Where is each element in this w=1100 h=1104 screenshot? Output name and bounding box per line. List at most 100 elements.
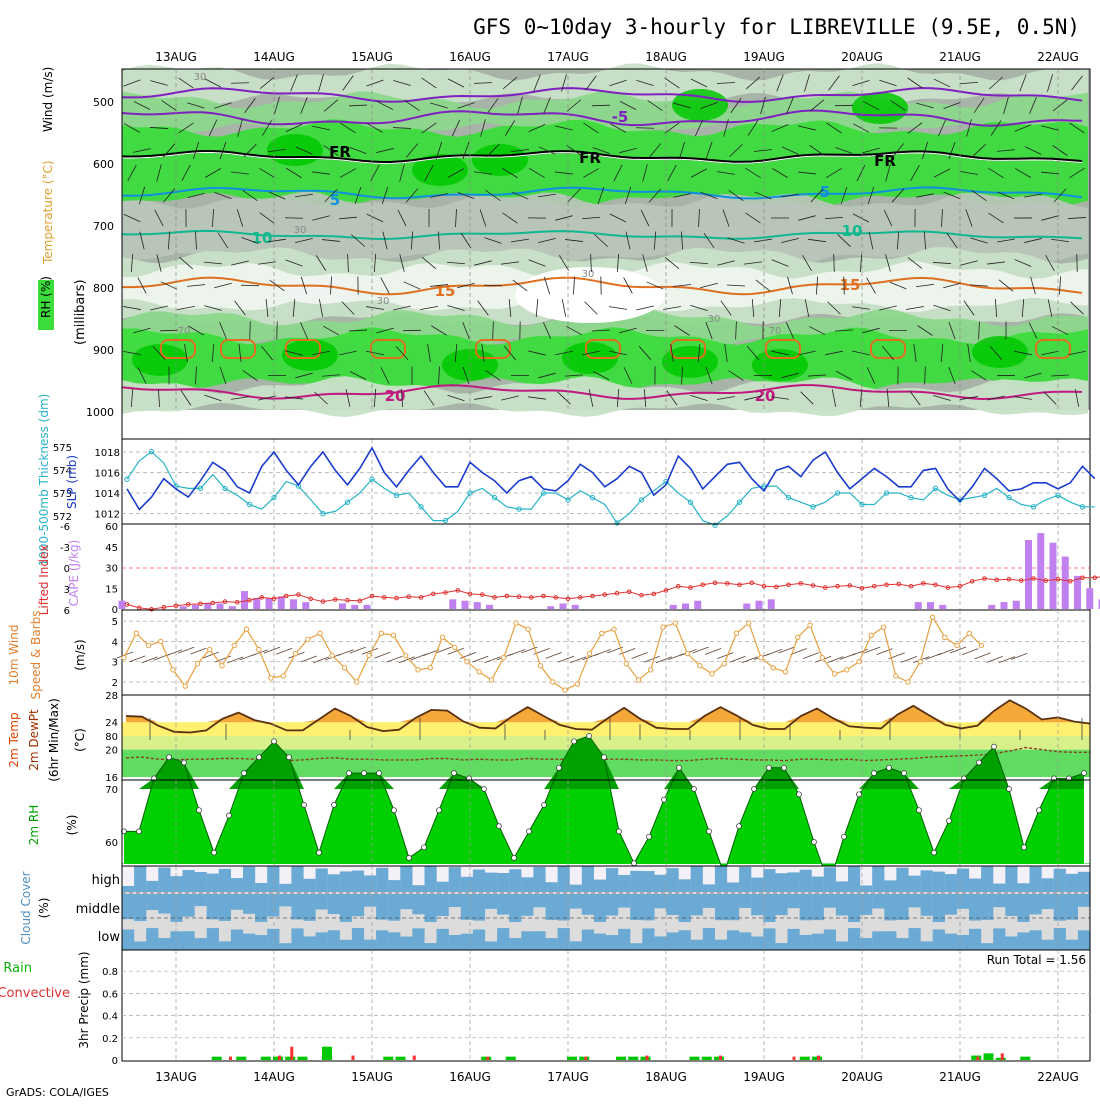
cloud-high-cell <box>291 867 303 892</box>
cape-tick-label: 45 <box>105 543 118 554</box>
cloud-middle-cell <box>957 894 969 909</box>
precip-total-bar <box>322 1047 332 1060</box>
wind-axis-label: 10m Wind <box>7 625 21 686</box>
wind-speed-point <box>526 627 530 631</box>
cloud-low-cell <box>630 943 642 950</box>
cloud-high-cell <box>340 871 352 892</box>
cloud-middle-cell <box>654 894 666 908</box>
wind-speed-point <box>477 670 481 674</box>
rh-point <box>782 765 787 770</box>
date-label-top: 17AUG <box>547 50 589 64</box>
wind-speed-point <box>673 621 677 625</box>
contour-label: 10 <box>842 222 863 240</box>
cloud-low-cell <box>993 928 1005 950</box>
slp-tick-label: 1014 <box>95 489 120 500</box>
cloud-middle-cell <box>739 894 751 908</box>
cloud-middle-cell <box>1078 894 1090 907</box>
wind-speed-point <box>624 662 628 666</box>
rh-point <box>737 824 742 829</box>
cloud-high-cell <box>630 871 642 892</box>
thickness-axis-label: 1000-500mb Thickness (dm) <box>37 394 51 567</box>
wind-speed-point <box>404 653 408 657</box>
rh-point <box>287 755 292 760</box>
cloud-low-cell <box>969 929 981 950</box>
date-label-bottom: 14AUG <box>253 1070 295 1084</box>
precip-total-bar <box>506 1057 516 1060</box>
date-label-bottom: 21AUG <box>939 1070 981 1084</box>
cloud-low-cell <box>703 928 715 950</box>
wind-speed-point <box>796 635 800 639</box>
rh-point <box>422 845 427 850</box>
cloud-high-cell <box>485 873 497 892</box>
precip-convective-bar <box>817 1056 820 1060</box>
cloud-high-cell <box>969 879 981 892</box>
cloud-middle-cell <box>1030 894 1042 914</box>
wind-speed-line <box>124 617 982 690</box>
wind-speed-point <box>636 678 640 682</box>
cloud-low-cell <box>642 928 654 950</box>
slp-tick-label: 1016 <box>95 469 120 480</box>
precip-convective-bar <box>793 1057 796 1060</box>
pressure-tick-label: 700 <box>93 220 114 233</box>
precip-total-bar <box>236 1057 246 1060</box>
wind-speed-point <box>146 643 150 647</box>
cape-bar <box>1037 533 1044 609</box>
date-label-top: 14AUG <box>253 50 295 64</box>
cloud-low-cell <box>751 937 763 950</box>
cloud-low-cell <box>122 929 134 950</box>
wind-speed-point <box>355 680 359 684</box>
cape-bar <box>119 601 126 609</box>
wind-speed-point <box>894 674 898 678</box>
wind-speed-point <box>943 635 947 639</box>
cloud-low-cell <box>715 940 727 950</box>
wind-speed-point <box>244 627 248 631</box>
cloud-high-cell <box>703 884 715 892</box>
wind-speed-point <box>710 672 714 676</box>
surface-wind-barb <box>705 648 721 654</box>
dewpt-axis-label: 2m DewPt <box>27 709 41 771</box>
cloud-low-cell <box>146 928 158 950</box>
cape-bar <box>449 599 456 609</box>
rh-point <box>362 771 367 776</box>
cloud-high-cell <box>243 867 255 892</box>
cloud-low-cell <box>243 934 255 950</box>
precip-total-bar <box>212 1057 222 1060</box>
rh-point <box>872 771 877 776</box>
cape-bar <box>1013 601 1020 609</box>
cloud-middle-cell <box>388 894 400 921</box>
rh-point <box>1007 787 1012 792</box>
rh-point <box>767 765 772 770</box>
cloud-middle-cell <box>981 894 993 920</box>
cloud-high-cell <box>824 867 836 892</box>
cloud-high-cell <box>654 875 666 892</box>
precip-total-bar <box>800 1057 810 1060</box>
rh-point <box>647 834 652 839</box>
wind-speed-point <box>502 655 506 659</box>
cloud-high-cell <box>546 882 558 892</box>
cloud-middle-cell <box>195 894 207 906</box>
cloud-high-cell <box>1078 872 1090 892</box>
cloud-high-cell <box>497 873 509 892</box>
wind-speed-point <box>685 651 689 655</box>
date-label-bottom: 19AUG <box>743 1070 785 1084</box>
cloud-middle-cell <box>146 894 158 910</box>
precip-total-bar <box>628 1057 638 1060</box>
cloud-middle-cell <box>1066 894 1078 920</box>
cloud-middle-cell <box>969 894 981 921</box>
date-label-bottom: 20AUG <box>841 1070 883 1084</box>
wind-speed-point <box>832 672 836 676</box>
cloud-high-cell <box>1030 867 1042 892</box>
cloud-high-cell <box>400 866 412 892</box>
wind-speed-point <box>293 651 297 655</box>
cape-bar <box>743 603 750 609</box>
rh-point <box>182 760 187 765</box>
cloud-low-cell <box>279 943 291 950</box>
surface-wind-barb <box>730 656 746 662</box>
precip-total-bar <box>396 1057 406 1060</box>
pressure-tick-label: 900 <box>93 344 114 357</box>
cloud-high-cell <box>618 875 630 892</box>
cloud-low-cell <box>328 930 340 950</box>
cloud-middle-cell <box>727 894 739 920</box>
cloud-middle-cell <box>570 894 582 909</box>
wind-speed-point <box>551 680 555 684</box>
